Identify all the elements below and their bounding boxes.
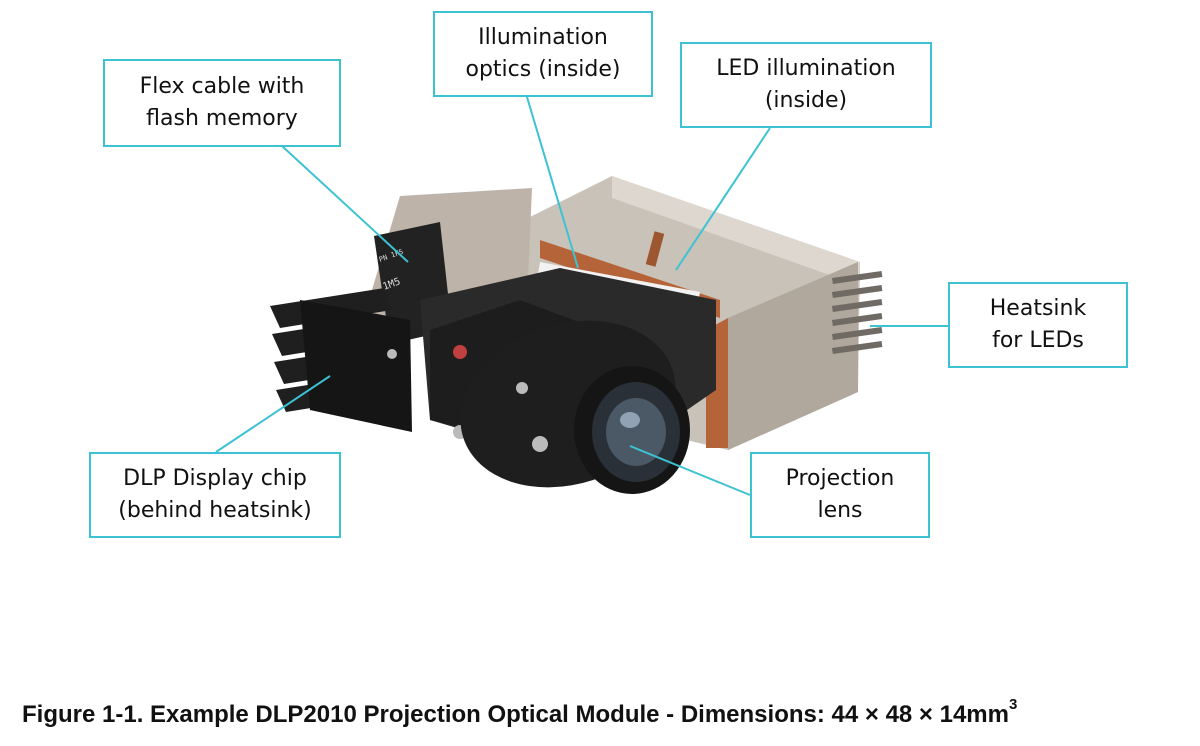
figure-caption-text: Figure 1-1. Example DLP2010 Projection O… bbox=[22, 701, 1009, 728]
figure-caption-superscript: 3 bbox=[1009, 696, 1018, 713]
dlp-heatsink bbox=[270, 288, 412, 432]
callout-dlp-chip: DLP Display chip (behind heatsink) bbox=[89, 452, 341, 538]
callout-heatsink-leds-line-1: Heatsink bbox=[989, 296, 1087, 321]
callout-flex-cable: Flex cable with flash memory bbox=[103, 59, 341, 147]
callout-illumination-optics: Illumination optics (inside) bbox=[433, 11, 653, 97]
callout-flex-cable-line-1: Flex cable with bbox=[139, 74, 305, 99]
callout-led-illumination: LED illumination (inside) bbox=[680, 42, 932, 128]
leader-lines bbox=[215, 96, 948, 496]
leader-projection-lens bbox=[629, 445, 751, 496]
callout-heatsink-leds: Heatsink for LEDs bbox=[948, 282, 1128, 368]
callout-illumination-optics-line-1: Illumination bbox=[478, 25, 608, 50]
callout-flex-cable-line-2: flash memory bbox=[146, 106, 298, 131]
callout-projection-lens-line-2: lens bbox=[817, 498, 863, 523]
leader-dlp-chip bbox=[215, 375, 331, 453]
figure-caption: Figure 1-1. Example DLP2010 Projection O… bbox=[22, 696, 1192, 729]
callout-illumination-optics-line-2: optics (inside) bbox=[465, 57, 621, 82]
leader-illumination-optics bbox=[526, 96, 579, 269]
leader-led-illumination bbox=[675, 127, 771, 271]
callout-heatsink-leds-line-2: for LEDs bbox=[992, 328, 1084, 353]
leader-flex-cable bbox=[281, 145, 409, 263]
callout-projection-lens-line-1: Projection bbox=[785, 466, 895, 491]
callout-projection-lens: Projection lens bbox=[750, 452, 930, 538]
callout-dlp-chip-line-2: (behind heatsink) bbox=[118, 498, 312, 523]
callout-led-illumination-line-2: (inside) bbox=[764, 88, 848, 113]
callout-led-illumination-line-1: LED illumination bbox=[716, 56, 896, 81]
callout-dlp-chip-line-1: DLP Display chip bbox=[123, 466, 307, 491]
